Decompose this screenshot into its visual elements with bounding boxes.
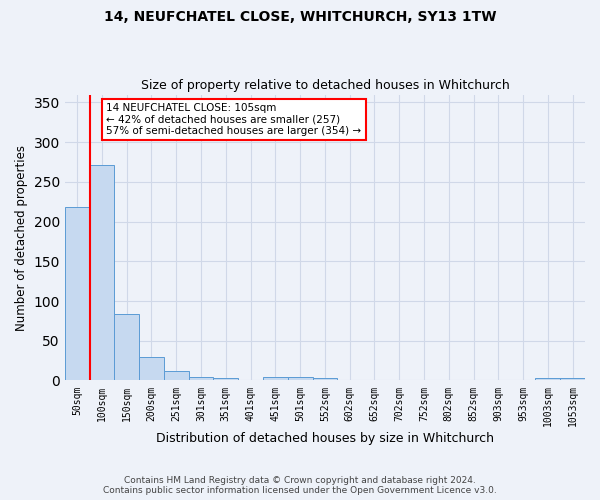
Bar	[214, 378, 238, 380]
Bar	[115, 314, 139, 380]
Bar	[89, 165, 115, 380]
Bar	[188, 378, 214, 380]
Y-axis label: Number of detached properties: Number of detached properties	[15, 144, 28, 330]
Bar	[164, 371, 188, 380]
Bar	[263, 378, 288, 380]
Bar	[139, 358, 164, 380]
Bar	[313, 378, 337, 380]
Text: Contains HM Land Registry data © Crown copyright and database right 2024.
Contai: Contains HM Land Registry data © Crown c…	[103, 476, 497, 495]
Bar	[535, 378, 560, 380]
Bar	[65, 208, 89, 380]
Bar	[288, 378, 313, 380]
Text: 14 NEUFCHATEL CLOSE: 105sqm
← 42% of detached houses are smaller (257)
57% of se: 14 NEUFCHATEL CLOSE: 105sqm ← 42% of det…	[106, 103, 362, 136]
Bar	[560, 378, 585, 380]
X-axis label: Distribution of detached houses by size in Whitchurch: Distribution of detached houses by size …	[156, 432, 494, 445]
Title: Size of property relative to detached houses in Whitchurch: Size of property relative to detached ho…	[140, 79, 509, 92]
Text: 14, NEUFCHATEL CLOSE, WHITCHURCH, SY13 1TW: 14, NEUFCHATEL CLOSE, WHITCHURCH, SY13 1…	[104, 10, 496, 24]
